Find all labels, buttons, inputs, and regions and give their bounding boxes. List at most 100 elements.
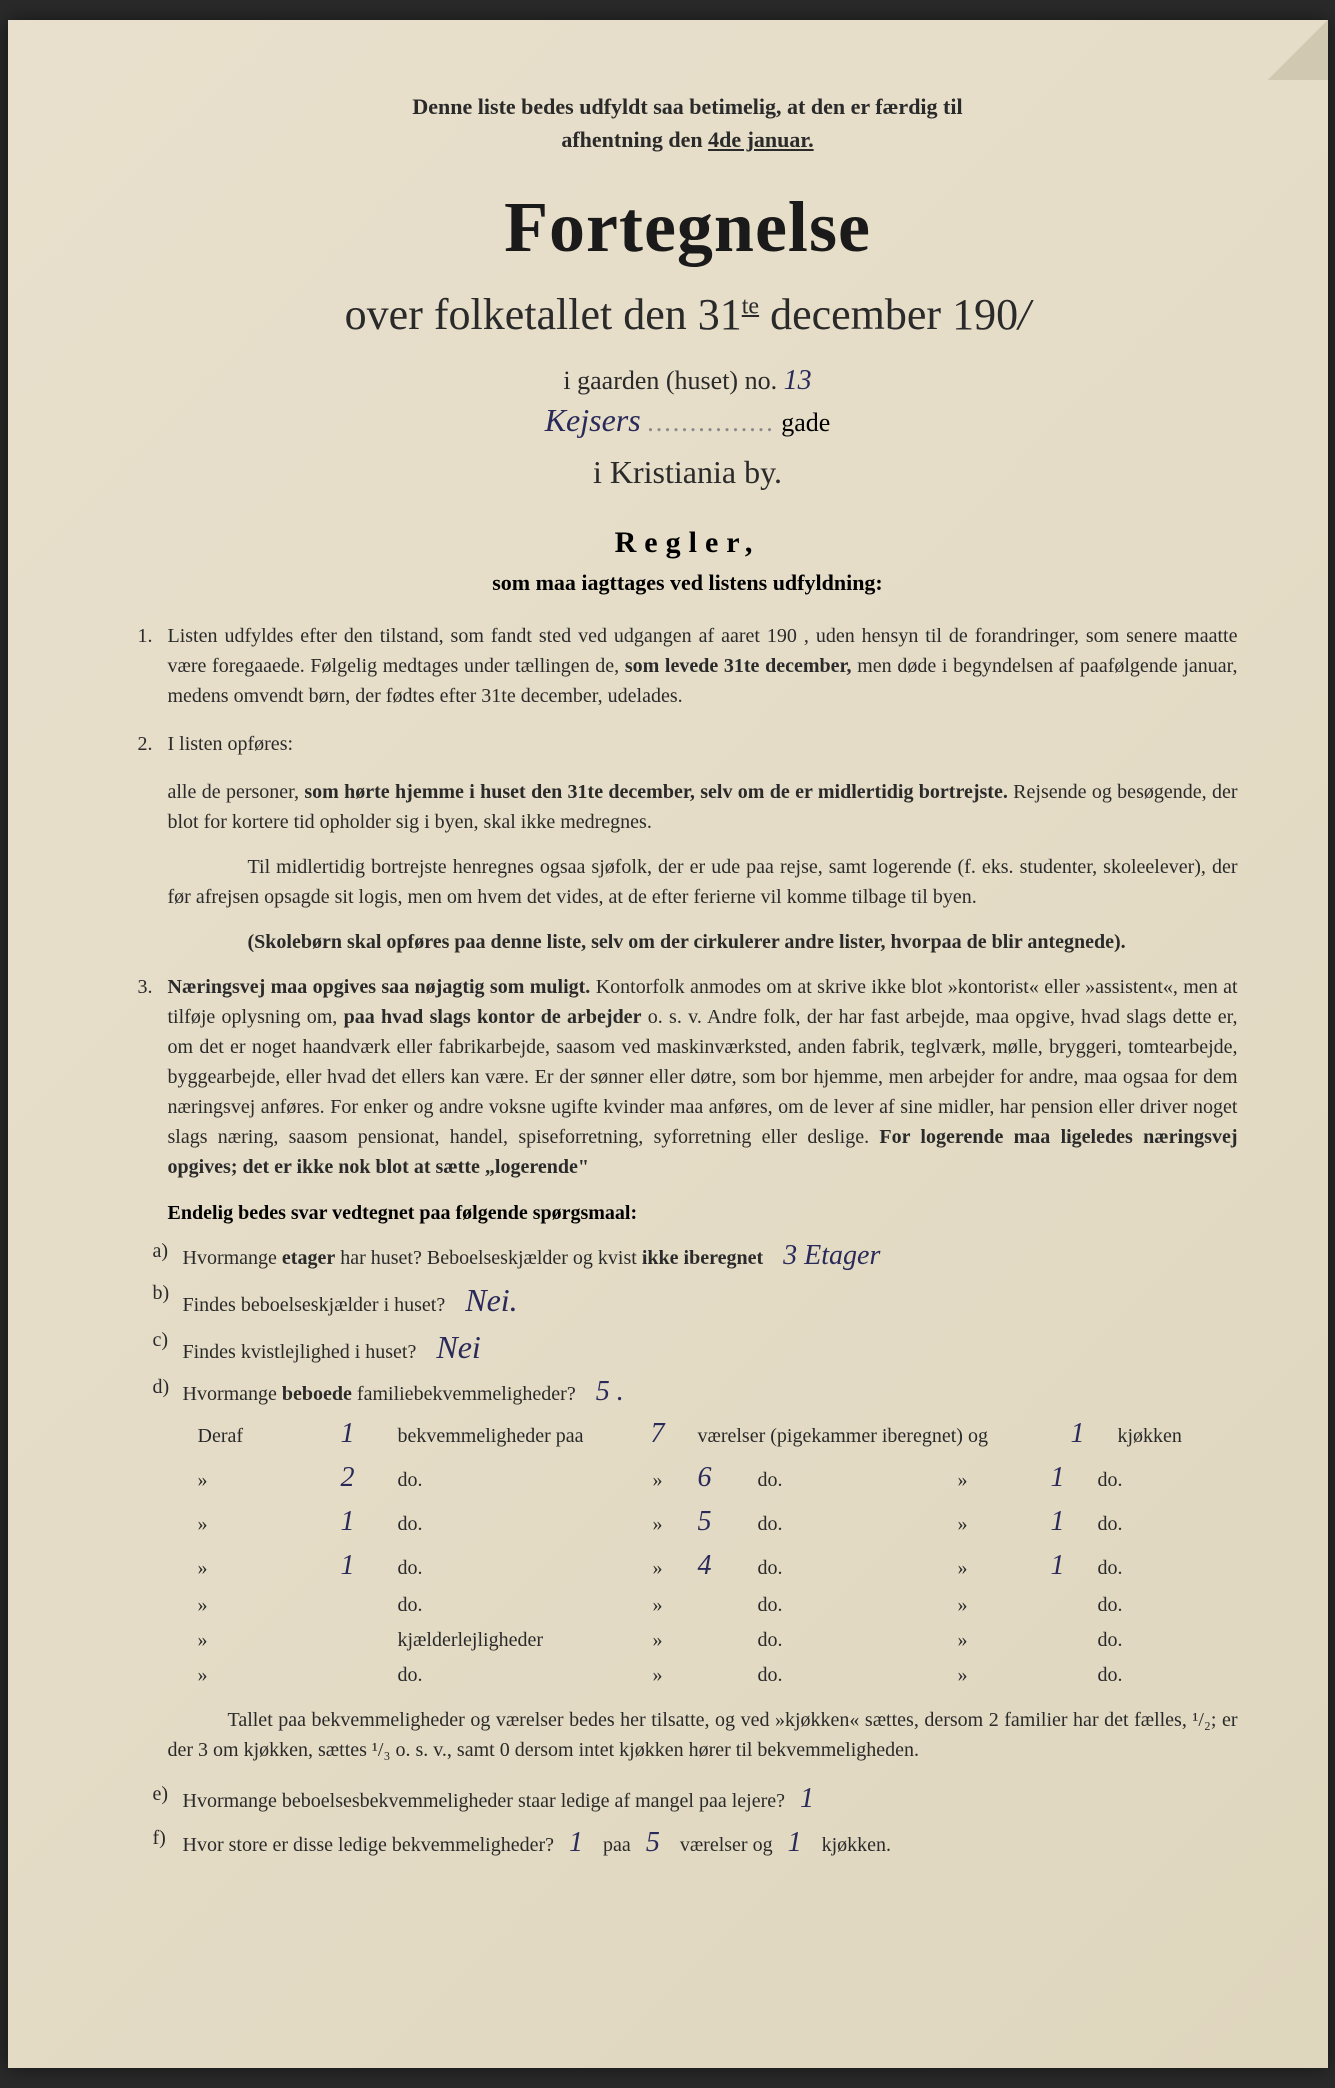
street-dots: ...............: [647, 408, 775, 437]
q-f-a3: 1: [788, 1827, 802, 1858]
question-d: d) Hvormange beboede familiebekvemmeligh…: [138, 1376, 1238, 1408]
question-a: a) Hvormange etager har huset? Beboelses…: [138, 1240, 1238, 1272]
th-v1: 1: [298, 1418, 398, 1450]
header-line2-prefix: afhentning den: [561, 127, 708, 152]
question-e: e) Hvormange beboelsesbekvemmeligheder s…: [138, 1783, 1238, 1815]
rules-subheader: som maa iagttages ved listens udfyldning…: [138, 570, 1238, 596]
th-v2: 7: [618, 1418, 698, 1450]
row-val-a: 1: [298, 1506, 398, 1538]
row-do1: do.: [398, 1513, 618, 1536]
row-val-b: 5: [698, 1506, 758, 1538]
row-do1: do.: [398, 1594, 618, 1617]
rule-2-body: alle de personer, som hørte hjemme i hus…: [138, 777, 1238, 837]
table-row: » 1 do. » 5 do. » 1 do.: [138, 1506, 1238, 1538]
table-row: » 2 do. » 6 do. » 1 do.: [138, 1462, 1238, 1494]
q-e-letter: e): [153, 1783, 169, 1806]
q-a-text: Hvormange etager har huset? Beboelseskjæ…: [183, 1247, 764, 1270]
rule-1-text: Listen udfyldes efter den tilstand, som …: [168, 625, 1238, 707]
th-kjok: kjøkken: [1118, 1425, 1238, 1448]
row-raquo2: »: [958, 1629, 1018, 1652]
row-do1: do.: [398, 1469, 618, 1492]
q-f-a2: 5: [646, 1827, 660, 1858]
row-do3: do.: [1098, 1664, 1218, 1687]
q-b-letter: b): [153, 1282, 170, 1305]
row-do3: do.: [1098, 1513, 1218, 1536]
q-c-letter: c): [153, 1329, 169, 1352]
q-f-text: Hvor store er disse ledige bekvemmelighe…: [183, 1834, 555, 1856]
rule-1: 1. Listen udfyldes efter den tilstand, s…: [138, 621, 1238, 711]
row-do3: do.: [1098, 1469, 1218, 1492]
header-note: Denne liste bedes udfyldt saa betimelig,…: [138, 90, 1238, 156]
row-raquo: »: [618, 1594, 698, 1617]
row-do2: do.: [758, 1664, 958, 1687]
row-val-a: 1: [298, 1550, 398, 1582]
q-c-answer: Nei: [436, 1329, 480, 1366]
rule-1-num: 1.: [138, 621, 153, 651]
rule-2-head: I listen opføres:: [168, 733, 294, 755]
row-do2: do.: [758, 1594, 958, 1617]
subtitle-prefix: over folketallet den 31: [345, 290, 742, 339]
row-do3: do.: [1098, 1557, 1218, 1580]
row-raquo: »: [618, 1629, 698, 1652]
th-deraf: Deraf: [198, 1425, 298, 1448]
q-f-letter: f): [153, 1827, 166, 1850]
row-val-c: 1: [1018, 1550, 1098, 1582]
table-row: » kjælderlejligheder » do. » do.: [138, 1629, 1238, 1652]
city-line: i Kristiania by.: [138, 454, 1238, 491]
q-d-text: Hvormange beboede familiebekvemmelighede…: [183, 1383, 576, 1406]
question-c: c) Findes kvistlejlighed i huset? Nei: [138, 1329, 1238, 1366]
year-suffix: /: [1018, 290, 1030, 339]
row-do3: do.: [1098, 1594, 1218, 1617]
q-a-letter: a): [153, 1240, 169, 1263]
table-row: » do. » do. » do.: [138, 1594, 1238, 1617]
q-d-letter: d): [153, 1376, 170, 1399]
row-raquo: »: [618, 1469, 698, 1492]
rule-3-text: Næringsvej maa opgives saa nøjagtig som …: [168, 976, 1238, 1178]
main-title: Fortegnelse: [138, 186, 1238, 269]
subtitle-sup: te: [742, 293, 759, 319]
q-d-answer: 5 .: [596, 1376, 624, 1408]
row-do2: do.: [758, 1629, 958, 1652]
row-val-b: 6: [698, 1462, 758, 1494]
row-do1: kjælderlejligheder: [398, 1629, 618, 1652]
question-f: f) Hvor store er disse ledige bekvemmeli…: [138, 1827, 1238, 1859]
q-e-answer: 1: [800, 1783, 814, 1814]
document-page: Man anmodes om at gjennemlæse og nøje at…: [8, 20, 1328, 2068]
th-vaer: værelser (pigekammer iberegnet) og: [698, 1425, 1038, 1448]
gaarden-label: i gaarden (huset) no.: [563, 366, 777, 395]
row-raquo: »: [618, 1557, 698, 1580]
rule-2: 2. I listen opføres:: [138, 729, 1238, 759]
street-name: Kejsers: [545, 402, 641, 438]
row-val-a: 2: [298, 1462, 398, 1494]
row-val-c: 1: [1018, 1506, 1098, 1538]
q-e-text: Hvormange beboelsesbekvemmeligheder staa…: [183, 1790, 786, 1812]
row-raquo2: »: [958, 1664, 1018, 1687]
row-val-b: 4: [698, 1550, 758, 1582]
rules-header: Regler,: [138, 526, 1238, 560]
row-do2: do.: [758, 1513, 958, 1536]
subtitle: over folketallet den 31te december 190/: [138, 289, 1238, 340]
street-line: Kejsers ............... gade: [138, 402, 1238, 439]
rule-2-p2: Til midlertidig bortrejste henregnes ogs…: [138, 852, 1238, 912]
row-do2: do.: [758, 1469, 958, 1492]
row-val-c: 1: [1018, 1462, 1098, 1494]
questions-header: Endelig bedes svar vedtegnet paa følgend…: [168, 1202, 1238, 1225]
q-f-mid1: paa: [603, 1834, 631, 1856]
question-b: b) Findes beboelseskjælder i huset? Nei.: [138, 1282, 1238, 1319]
gaarden-line: i gaarden (huset) no. 13: [138, 365, 1238, 397]
row-raquo2: »: [958, 1513, 1018, 1536]
q-b-text: Findes beboelseskjælder i huset?: [183, 1294, 446, 1317]
table-row: » 1 do. » 4 do. » 1 do.: [138, 1550, 1238, 1582]
rule-2-num: 2.: [138, 729, 153, 759]
table-row: » do. » do. » do.: [138, 1664, 1238, 1687]
row-do1: do.: [398, 1664, 618, 1687]
street-suffix: gade: [781, 408, 830, 437]
th-v3: 1: [1038, 1418, 1118, 1450]
row-raquo2: »: [958, 1469, 1018, 1492]
rule-2-p3: (Skolebørn skal opføres paa denne liste,…: [138, 927, 1238, 957]
row-do1: do.: [398, 1557, 618, 1580]
q-f-end: kjøkken.: [822, 1834, 891, 1856]
footer-para: Tallet paa bekvemmeligheder og værelser …: [138, 1705, 1238, 1765]
gaarden-no: 13: [784, 365, 812, 396]
q-c-text: Findes kvistlejlighed i huset?: [183, 1341, 417, 1364]
